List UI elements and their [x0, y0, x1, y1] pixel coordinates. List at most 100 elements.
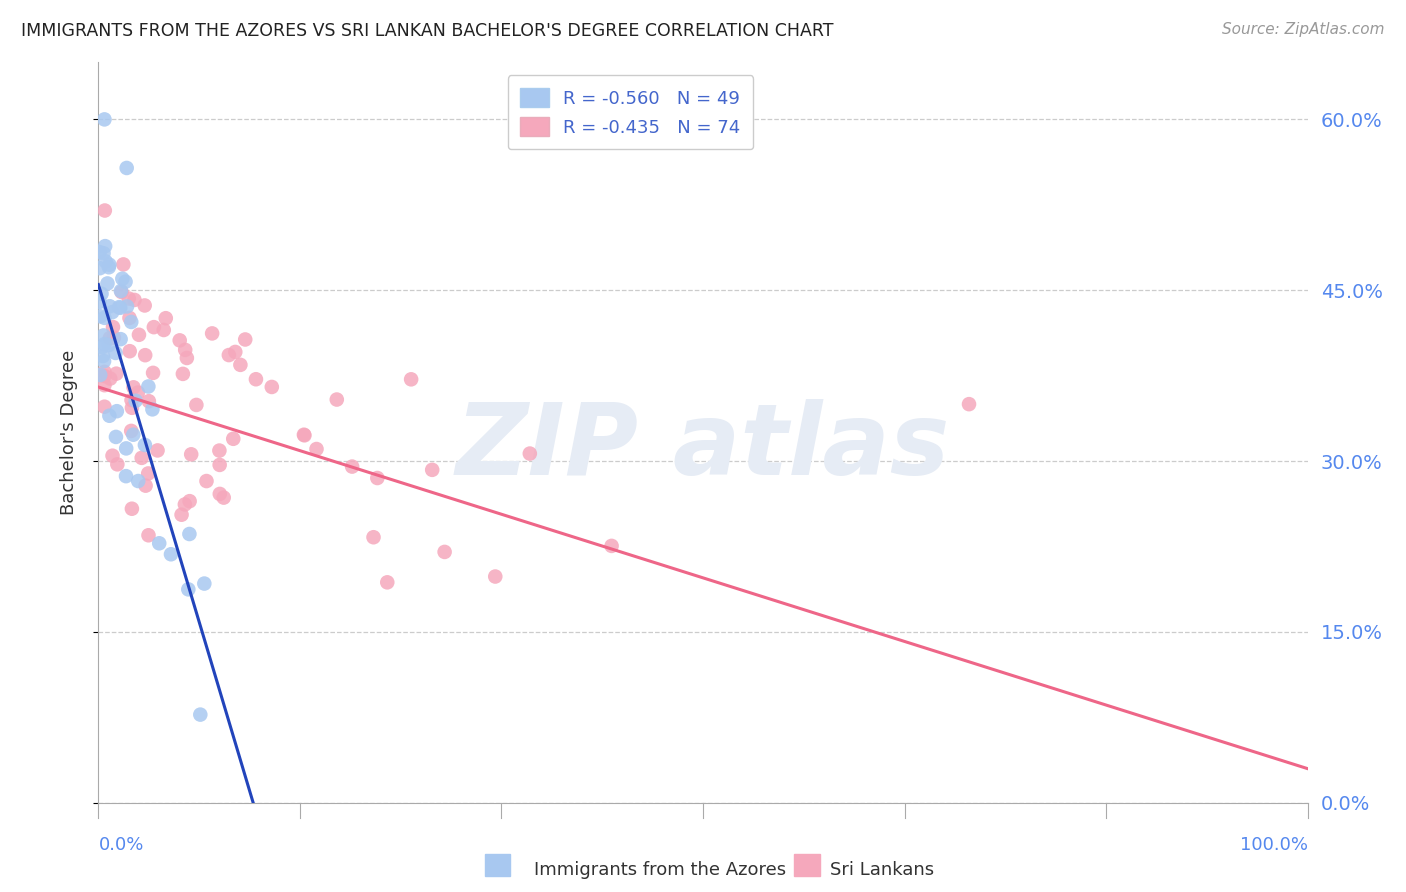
Point	[135, 478, 157, 492]
Text: Sri Lankans: Sri Lankans	[830, 861, 934, 879]
Point	[340, 459, 363, 474]
Text: Immigrants from the Azores: Immigrants from the Azores	[534, 861, 786, 879]
Text: 100.0%: 100.0%	[1240, 836, 1308, 855]
Point	[110, 285, 132, 299]
Point	[484, 569, 506, 583]
Point	[229, 358, 252, 372]
Point	[93, 365, 115, 379]
Point	[120, 315, 142, 329]
Point	[98, 258, 121, 272]
Point	[172, 367, 194, 381]
Point	[179, 494, 201, 508]
Point	[104, 430, 127, 444]
Point	[91, 340, 114, 354]
Point	[142, 320, 165, 334]
Point	[112, 257, 135, 271]
Point	[134, 298, 156, 312]
Point	[93, 328, 115, 343]
Point	[160, 547, 183, 561]
Point	[105, 367, 128, 381]
Point	[98, 299, 121, 313]
Point	[89, 310, 111, 324]
Point	[94, 239, 117, 253]
Point	[115, 469, 138, 483]
Text: Source: ZipAtlas.com: Source: ZipAtlas.com	[1222, 22, 1385, 37]
Point	[305, 442, 328, 456]
Point	[121, 401, 143, 415]
Point	[957, 397, 980, 411]
Point	[122, 427, 145, 442]
Point	[122, 380, 145, 394]
Point	[98, 331, 121, 345]
Point	[260, 380, 283, 394]
Point	[89, 261, 111, 276]
Point	[366, 471, 388, 485]
Point	[519, 446, 541, 460]
Text: IMMIGRANTS FROM THE AZORES VS SRI LANKAN BACHELOR'S DEGREE CORRELATION CHART: IMMIGRANTS FROM THE AZORES VS SRI LANKAN…	[21, 22, 834, 40]
Point	[96, 277, 118, 291]
Point	[169, 334, 191, 348]
Point	[294, 428, 316, 442]
Point	[292, 427, 315, 442]
Point	[110, 284, 132, 298]
Point	[97, 338, 120, 352]
Point	[93, 337, 115, 351]
Point	[121, 501, 143, 516]
Point	[110, 332, 132, 346]
Point	[93, 354, 115, 368]
Point	[118, 310, 141, 325]
Point	[105, 404, 128, 418]
Point	[208, 487, 231, 501]
Point	[93, 246, 115, 260]
Point	[104, 346, 127, 360]
Point	[105, 458, 128, 472]
Point	[124, 393, 146, 408]
Point	[179, 527, 201, 541]
Point	[91, 349, 114, 363]
Point	[93, 310, 115, 325]
Point	[94, 203, 117, 218]
Point	[233, 333, 256, 347]
Point	[127, 474, 149, 488]
Text: ZIP atlas: ZIP atlas	[456, 399, 950, 496]
Point	[193, 576, 215, 591]
Point	[433, 545, 456, 559]
Point	[326, 392, 349, 407]
Point	[93, 378, 115, 392]
Point	[103, 330, 125, 344]
Point	[114, 275, 136, 289]
Point	[399, 372, 422, 386]
Point	[134, 438, 156, 452]
Point	[121, 393, 143, 408]
Point	[111, 271, 134, 285]
Y-axis label: Bachelor's Degree: Bachelor's Degree	[59, 350, 77, 516]
Point	[97, 260, 120, 275]
Point	[363, 530, 385, 544]
Point	[212, 491, 235, 505]
Text: 0.0%: 0.0%	[98, 836, 143, 855]
Point	[115, 161, 138, 175]
Point	[115, 300, 138, 314]
Point	[375, 575, 398, 590]
Point	[101, 320, 124, 334]
Point	[152, 323, 174, 337]
Point	[108, 300, 131, 314]
Point	[127, 385, 149, 400]
Point	[98, 409, 121, 423]
Point	[138, 394, 160, 409]
Point	[93, 369, 115, 384]
Point	[120, 424, 142, 438]
Point	[224, 345, 246, 359]
Point	[146, 443, 169, 458]
Point	[89, 368, 111, 382]
Point	[142, 366, 165, 380]
Point	[89, 294, 111, 309]
Point	[131, 450, 153, 465]
Point	[170, 508, 193, 522]
Point	[180, 447, 202, 461]
Point	[141, 402, 163, 417]
Point	[128, 327, 150, 342]
Point	[600, 539, 623, 553]
Point	[222, 432, 245, 446]
Point	[201, 326, 224, 341]
